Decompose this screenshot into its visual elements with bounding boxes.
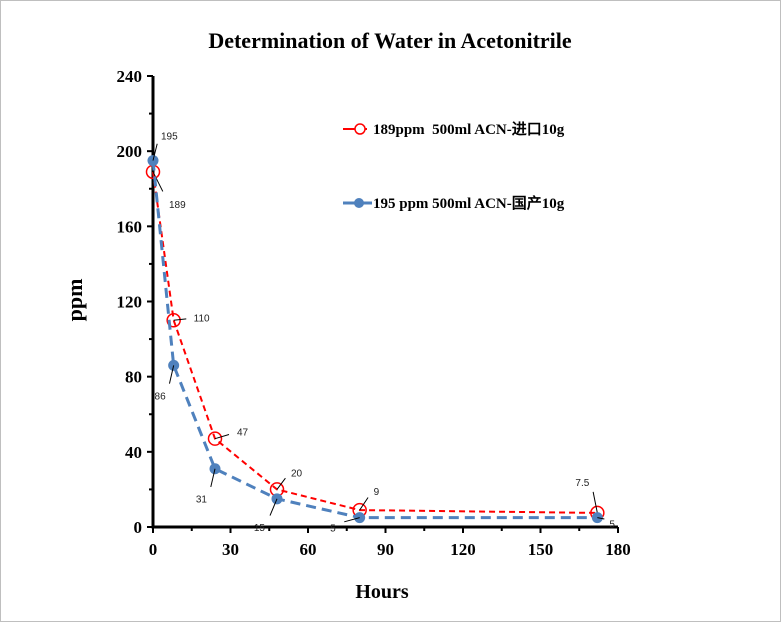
x-tick-label: 60	[300, 540, 317, 559]
leader-line	[269, 498, 278, 516]
x-tick-label: 0	[149, 540, 158, 559]
leader-line	[214, 434, 230, 440]
y-axis-label: ppm	[62, 279, 87, 322]
data-label: 86	[155, 391, 167, 402]
leader-line	[276, 477, 286, 490]
data-label: 5	[609, 520, 615, 531]
leader-line	[210, 468, 216, 488]
leader-line	[168, 365, 175, 384]
x-axis-label: Hours	[355, 581, 409, 603]
data-label: 110	[194, 313, 210, 324]
x-tick-label: 90	[377, 540, 394, 559]
x-tick-label: 180	[605, 540, 631, 559]
y-tick-label: 200	[117, 142, 143, 161]
y-tick-label: 0	[134, 518, 143, 537]
data-label: 195	[161, 132, 178, 143]
data-label: 5	[330, 524, 336, 535]
leader-line	[592, 491, 598, 514]
leader-line	[173, 318, 187, 321]
data-point	[207, 431, 223, 446]
data-label: 7.5	[575, 478, 589, 489]
legend-marker	[354, 198, 364, 208]
data-label: 15	[254, 523, 266, 534]
leader-line	[152, 143, 158, 161]
leader-line	[344, 517, 360, 523]
y-tick-label: 80	[125, 368, 142, 387]
data-label: 189	[169, 200, 186, 211]
x-tick-label: 30	[222, 540, 239, 559]
leader-line	[359, 497, 369, 511]
legend-marker	[354, 123, 366, 135]
y-tick-label: 40	[125, 443, 142, 462]
leader-line	[152, 171, 164, 192]
data-label: 9	[374, 487, 380, 498]
x-tick-label: 150	[528, 540, 554, 559]
data-point	[166, 313, 181, 328]
data-label: 20	[291, 468, 303, 479]
data-label: 47	[237, 428, 249, 439]
y-tick-label: 240	[117, 67, 143, 86]
series-line-1	[152, 171, 598, 514]
series-line-2	[151, 160, 598, 520]
legend-label: 195 ppm 500ml ACN-国产10g	[373, 194, 565, 212]
x-tick-label: 120	[450, 540, 476, 559]
data-label: 31	[196, 495, 208, 506]
chart-title: Determination of Water in Acetonitrile	[208, 28, 572, 53]
y-tick-label: 160	[117, 217, 143, 236]
leader-line	[597, 517, 605, 520]
y-tick-label: 120	[117, 293, 143, 312]
legend-label: 189ppm 500ml ACN-进口10g	[373, 121, 565, 138]
